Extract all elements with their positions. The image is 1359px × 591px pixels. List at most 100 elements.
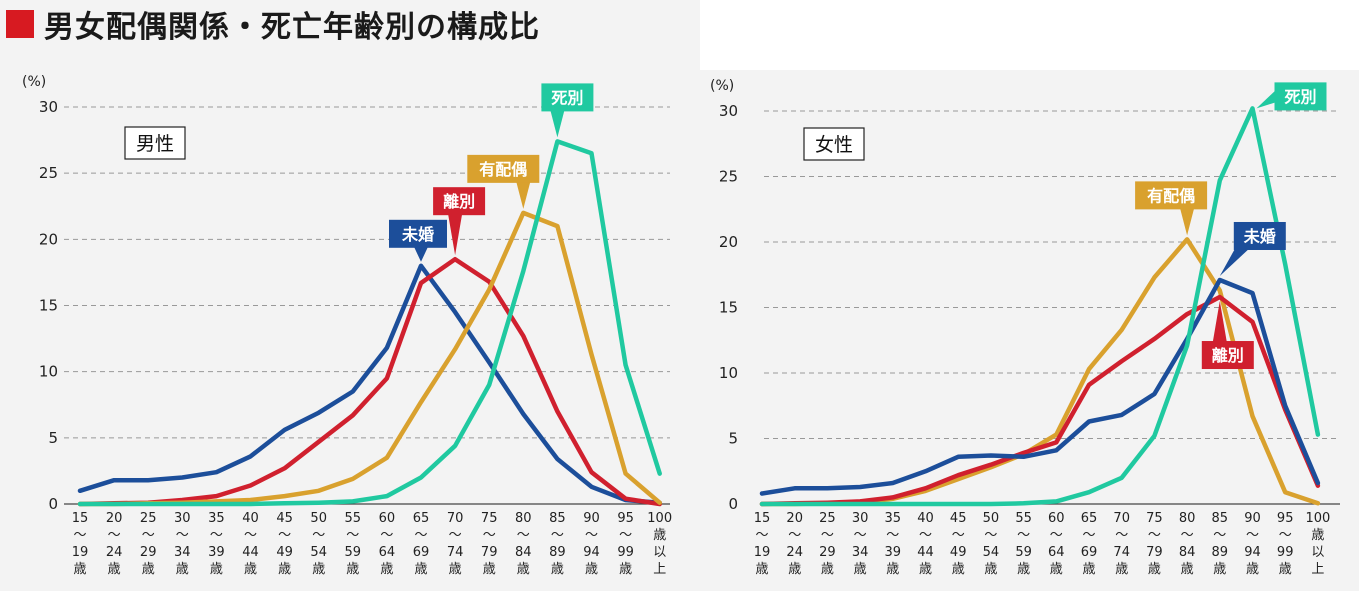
- svg-text:70: 70: [447, 511, 464, 526]
- svg-text:45: 45: [950, 511, 967, 526]
- svg-text:89: 89: [549, 545, 566, 560]
- chart-title: 男女配偶関係・死亡年齢別の構成比: [6, 2, 540, 46]
- y-tick-label: 25: [719, 168, 738, 186]
- series-label-text: 死別: [551, 88, 583, 107]
- series-label-widowed: 死別: [541, 83, 594, 138]
- gender-label-text: 女性: [815, 134, 853, 156]
- series-label-text: 未婚: [1243, 227, 1276, 246]
- svg-text:歳: 歳: [1115, 562, 1128, 577]
- svg-text:85: 85: [549, 511, 566, 526]
- svg-text:上: 上: [653, 562, 666, 577]
- x-tick-label: 80 〜 84 歳: [515, 511, 532, 577]
- svg-text:30: 30: [174, 511, 191, 526]
- svg-text:19: 19: [754, 545, 771, 560]
- y-tick-label: 5: [48, 429, 58, 447]
- svg-text:〜: 〜: [1050, 528, 1063, 543]
- svg-text:〜: 〜: [551, 528, 564, 543]
- svg-text:歳: 歳: [886, 562, 899, 577]
- x-tick-label: 45 〜 49 歳: [276, 511, 293, 577]
- y-unit-label: (%): [710, 78, 734, 94]
- x-tick-label: 60 〜 64 歳: [1048, 511, 1065, 577]
- svg-text:75: 75: [1146, 511, 1163, 526]
- svg-text:24: 24: [786, 545, 803, 560]
- svg-text:34: 34: [852, 545, 869, 560]
- x-tick-label: 20 〜 24 歳: [786, 511, 803, 577]
- svg-text:〜: 〜: [346, 528, 359, 543]
- y-tick-label: 10: [39, 363, 58, 381]
- svg-text:100: 100: [1305, 511, 1330, 526]
- svg-text:89: 89: [1212, 545, 1229, 560]
- svg-text:歳: 歳: [73, 562, 86, 577]
- svg-text:54: 54: [983, 545, 1000, 560]
- svg-text:〜: 〜: [919, 528, 932, 543]
- svg-text:以: 以: [1311, 545, 1324, 560]
- series-line-widowed: [77, 139, 662, 507]
- svg-text:歳: 歳: [952, 562, 965, 577]
- svg-text:歳: 歳: [1082, 562, 1095, 577]
- series-label-text: 有配偶: [479, 160, 527, 179]
- svg-text:44: 44: [917, 545, 934, 560]
- female-line-chart: (%)05101520253015〜19歳20〜24歳25〜29歳30〜34歳3…: [710, 78, 1340, 577]
- x-tick-label: 45 〜 49 歳: [950, 511, 967, 577]
- svg-text:〜: 〜: [854, 528, 867, 543]
- svg-text:〜: 〜: [1115, 528, 1128, 543]
- svg-text:〜: 〜: [1082, 528, 1095, 543]
- svg-text:25: 25: [140, 511, 157, 526]
- x-tick-label: 95 〜 99 歳: [1277, 511, 1294, 577]
- svg-text:94: 94: [583, 545, 600, 560]
- svg-text:歳: 歳: [919, 562, 932, 577]
- svg-text:34: 34: [174, 545, 191, 560]
- svg-text:歳: 歳: [854, 562, 867, 577]
- series-line-unmarried: [759, 277, 1321, 496]
- series-label-married: 有配偶: [1135, 181, 1208, 236]
- x-tick-label: 35 〜 39 歳: [885, 511, 902, 577]
- chart-title-text: 男女配偶関係・死亡年齢別の構成比: [44, 10, 540, 45]
- svg-text:〜: 〜: [244, 528, 257, 543]
- x-tick-label: 90 〜 94 歳: [1244, 511, 1261, 577]
- svg-text:〜: 〜: [585, 528, 598, 543]
- svg-text:100: 100: [647, 511, 672, 526]
- x-tick-label: 30 〜 34 歳: [174, 511, 191, 577]
- svg-text:〜: 〜: [1246, 528, 1259, 543]
- svg-text:〜: 〜: [517, 528, 530, 543]
- svg-text:〜: 〜: [1148, 528, 1161, 543]
- x-tick-label: 55 〜 59 歳: [1015, 511, 1032, 577]
- svg-text:84: 84: [1179, 545, 1196, 560]
- series-label-widowed: 死別: [1256, 82, 1327, 111]
- y-tick-label: 10: [719, 364, 738, 382]
- svg-text:79: 79: [1146, 545, 1163, 560]
- svg-text:44: 44: [242, 545, 259, 560]
- svg-text:〜: 〜: [73, 528, 86, 543]
- x-tick-label: 60 〜 64 歳: [379, 511, 396, 577]
- svg-text:55: 55: [345, 511, 362, 526]
- svg-text:35: 35: [885, 511, 902, 526]
- svg-text:94: 94: [1244, 545, 1261, 560]
- svg-text:59: 59: [1015, 545, 1032, 560]
- svg-text:〜: 〜: [483, 528, 496, 543]
- svg-text:歳: 歳: [1279, 562, 1292, 577]
- y-tick-label: 30: [39, 98, 58, 116]
- x-tick-label: 65 〜 69 歳: [413, 511, 430, 577]
- x-tick-label: 50 〜 54 歳: [310, 511, 327, 577]
- svg-text:〜: 〜: [312, 528, 325, 543]
- x-tick-label: 70 〜 74 歳: [1113, 511, 1130, 577]
- x-tick-label: 65 〜 69 歳: [1081, 511, 1098, 577]
- svg-text:90: 90: [583, 511, 600, 526]
- series-line-widowed: [759, 106, 1321, 507]
- svg-text:49: 49: [276, 545, 293, 560]
- y-tick-label: 0: [48, 495, 58, 513]
- series-label-text: 未婚: [401, 225, 434, 244]
- svg-text:90: 90: [1244, 511, 1261, 526]
- svg-text:30: 30: [852, 511, 869, 526]
- svg-text:〜: 〜: [1279, 528, 1292, 543]
- svg-text:〜: 〜: [788, 528, 801, 543]
- x-tick-label: 40 〜 44 歳: [242, 511, 259, 577]
- x-tick-label: 55 〜 59 歳: [345, 511, 362, 577]
- x-tick-label: 40 〜 44 歳: [917, 511, 934, 577]
- series-label-divorced: 離別: [433, 187, 486, 256]
- svg-text:歳: 歳: [414, 562, 427, 577]
- svg-text:歳: 歳: [788, 562, 801, 577]
- svg-text:〜: 〜: [414, 528, 427, 543]
- svg-text:歳: 歳: [585, 562, 598, 577]
- svg-text:歳: 歳: [1050, 562, 1063, 577]
